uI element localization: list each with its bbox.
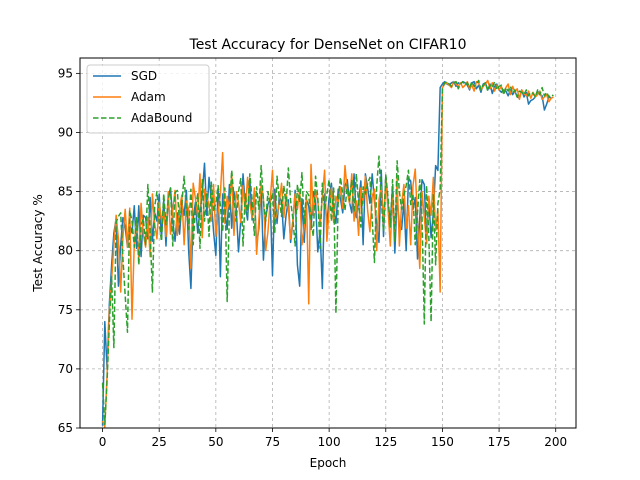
y-axis-label: Test Accuracy % bbox=[31, 194, 45, 292]
y-tick-label: 75 bbox=[58, 303, 73, 317]
plot-lines bbox=[101, 79, 554, 428]
y-tick-label: 95 bbox=[58, 66, 73, 80]
x-tick-label: 75 bbox=[265, 435, 280, 449]
series-line-adabound bbox=[101, 79, 554, 426]
chart-title: Test Accuracy for DenseNet on CIFAR10 bbox=[189, 37, 467, 53]
x-tick-label: 175 bbox=[488, 435, 511, 449]
legend-label-adabound: AdaBound bbox=[131, 111, 192, 125]
plot-frame bbox=[79, 57, 577, 429]
x-tick-label: 150 bbox=[431, 435, 454, 449]
x-tick-label: 0 bbox=[99, 435, 107, 449]
legend-label-sgd: SGD bbox=[131, 69, 157, 83]
legend: SGD Adam AdaBound bbox=[86, 64, 210, 134]
axis-ticks: 0 25 50 75 100 125 150 175 200 65 70 75 80 85 90 95 bbox=[58, 66, 567, 449]
x-axis-label: Epoch bbox=[310, 456, 347, 470]
y-tick-label: 70 bbox=[58, 362, 73, 376]
legend-box bbox=[86, 64, 210, 134]
x-tick-label: 200 bbox=[544, 435, 567, 449]
y-tick-label: 90 bbox=[58, 125, 73, 139]
legend-label-adam: Adam bbox=[131, 90, 166, 104]
y-tick-label: 85 bbox=[58, 185, 73, 199]
series-line-adam bbox=[101, 79, 554, 428]
y-tick-label: 65 bbox=[58, 421, 73, 435]
x-tick-label: 100 bbox=[318, 435, 341, 449]
y-tick-label: 80 bbox=[58, 244, 73, 258]
x-tick-label: 50 bbox=[208, 435, 223, 449]
x-tick-label: 25 bbox=[152, 435, 167, 449]
x-tick-label: 125 bbox=[374, 435, 397, 449]
